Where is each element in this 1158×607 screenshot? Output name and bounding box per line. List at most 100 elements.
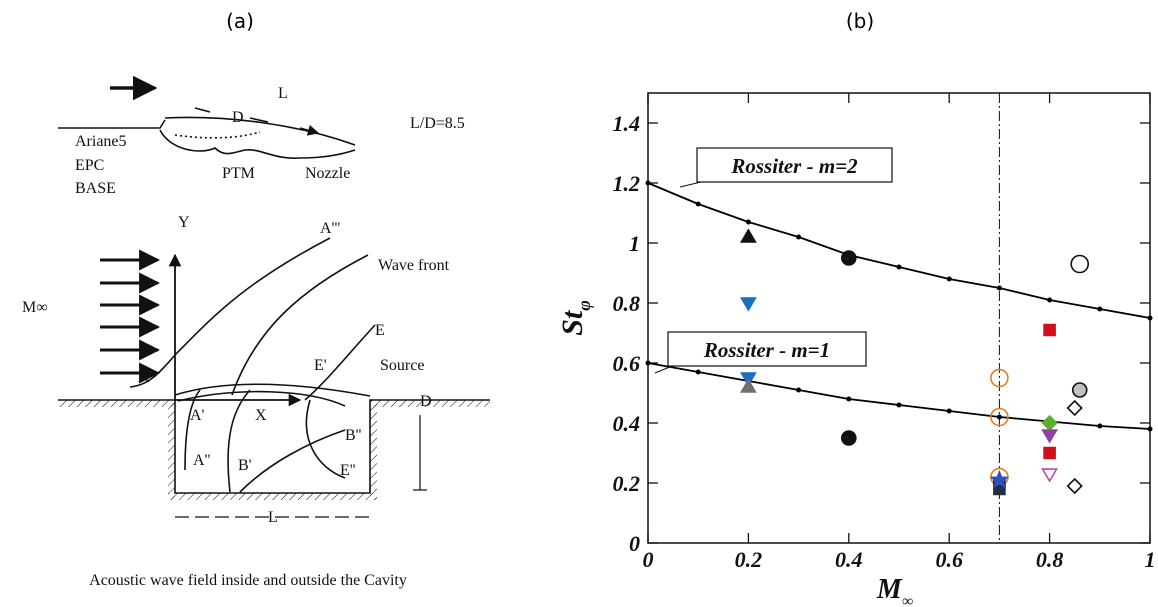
wave-curve — [174, 237, 331, 356]
x-tick-label: 0.6 — [935, 547, 963, 572]
diagram-label: Ariane5 — [75, 133, 127, 150]
diagram-label: Nozzle — [305, 165, 350, 182]
chart: 0 0.2 0.4 0.6 0.8 1 0 0.2 0.4 0.6 0.8 1 1.2 1.4 M∞ Stφ R… — [556, 92, 1156, 607]
x-axis-label-main: M — [876, 574, 903, 605]
shear-layer — [174, 383, 371, 397]
curve-point — [695, 369, 701, 375]
diagram-label: X — [255, 407, 267, 424]
diagram-label: Y — [178, 214, 190, 231]
wall-hatch — [58, 400, 175, 407]
curve-point — [1147, 315, 1153, 321]
diagram-label: Source — [380, 357, 424, 374]
curve-point — [996, 414, 1002, 420]
y-tick-label: 0.4 — [613, 411, 641, 436]
y-axis-label-sub: φ — [574, 300, 594, 311]
curve-point — [996, 285, 1002, 291]
diagram-label: BASE — [75, 180, 116, 197]
diagram-label: A'' — [138, 369, 155, 386]
wave-curve — [129, 354, 176, 388]
diagram-label: A'' — [193, 452, 210, 469]
curve-point — [796, 234, 802, 240]
wall-hatch — [370, 400, 377, 500]
panel-a: (a) Acous — [22, 9, 490, 589]
inflow-arrows — [100, 249, 161, 384]
annotation-leader — [679, 181, 702, 188]
data-point — [740, 378, 757, 393]
data-point — [1043, 323, 1056, 337]
diagram-label: Wave front — [378, 257, 450, 274]
x-tick-label: 1 — [1145, 547, 1156, 572]
curve-point — [1147, 426, 1153, 432]
annotation: Rossiter - m=1 — [703, 338, 830, 362]
x-axis-label: M∞ — [876, 574, 913, 607]
data-point — [740, 297, 757, 312]
data-point — [1043, 446, 1056, 460]
data-point — [990, 368, 1009, 388]
y-axis-label: Stφ — [556, 300, 594, 336]
diagram-label: D — [420, 393, 432, 410]
data-point — [1071, 382, 1088, 398]
wave-curve — [304, 324, 376, 401]
y-tick-label: 0 — [629, 531, 640, 556]
diagram-label: PTM — [222, 165, 255, 182]
curve-point — [796, 387, 802, 393]
panel-label: (b) — [846, 9, 874, 33]
shear-layer — [164, 116, 356, 146]
data-point — [840, 430, 857, 446]
ptm-outline — [159, 129, 356, 159]
curve-point — [1097, 423, 1103, 429]
y-tick-label: 1 — [629, 231, 640, 256]
diagram-label: EPC — [75, 157, 104, 174]
shear-arrows — [194, 107, 318, 133]
diagram-label: B' — [238, 457, 252, 474]
curve-point — [946, 276, 952, 282]
x-tick-label: 0.2 — [735, 547, 763, 572]
recirculation — [174, 131, 261, 139]
y-tick-label: 1.2 — [613, 171, 641, 196]
diagram-label: E'' — [340, 462, 356, 479]
curve-point — [645, 360, 651, 366]
data-point — [989, 469, 1010, 489]
data-point — [840, 250, 857, 266]
annotation: Rossiter - m=2 — [730, 154, 858, 178]
caption: Acoustic wave field inside and outside t… — [89, 572, 407, 589]
cavity-outline — [58, 399, 490, 494]
diagram-label: B'' — [345, 427, 362, 444]
diagram-label: D — [232, 109, 244, 126]
shear-layer — [177, 390, 346, 407]
diagram-label: A' — [190, 407, 205, 424]
curve-point — [695, 201, 701, 207]
wall-hatch — [370, 400, 490, 407]
curve-point — [745, 219, 751, 225]
diagram-label: A''' — [320, 220, 340, 237]
curve-point — [946, 408, 952, 414]
curve-point — [645, 180, 651, 186]
x-axis-label-sub: ∞ — [902, 593, 913, 607]
base-wall — [58, 119, 166, 129]
curve-point — [896, 264, 902, 270]
panel-label: (a) — [226, 9, 254, 33]
annotation-leader — [654, 365, 673, 374]
data-point — [1066, 477, 1083, 495]
diagram-label: E — [375, 322, 385, 339]
wall-hatch — [168, 493, 377, 500]
wave-curve — [231, 254, 369, 396]
data-point — [1041, 429, 1058, 444]
diagram-label: M∞ — [22, 299, 48, 316]
annotation-box — [667, 331, 867, 367]
x-tick-label: 0 — [643, 547, 654, 572]
wave-curve — [227, 389, 251, 493]
diagram-label: L — [268, 509, 278, 526]
data-point — [1070, 254, 1090, 274]
x-tick-label: 0.4 — [835, 547, 863, 572]
annotation-box — [696, 147, 893, 183]
y-tick-label: 1.4 — [613, 111, 641, 136]
data-point — [1041, 414, 1058, 432]
wave-curve — [239, 429, 346, 493]
wave-curve — [184, 389, 201, 471]
y-tick-label: 0.8 — [613, 291, 641, 316]
data-point — [1066, 399, 1083, 417]
y-tick-label: 0.6 — [613, 351, 641, 376]
y-tick-label: 0.2 — [613, 471, 641, 496]
